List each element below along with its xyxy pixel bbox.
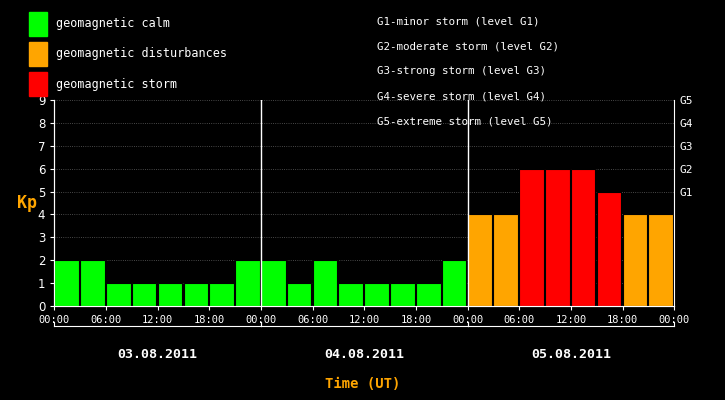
Bar bbox=[648, 214, 673, 306]
Bar bbox=[80, 260, 104, 306]
Bar bbox=[545, 169, 570, 306]
Bar bbox=[132, 283, 157, 306]
Bar bbox=[468, 214, 492, 306]
Bar bbox=[571, 169, 595, 306]
Bar bbox=[494, 214, 518, 306]
Bar bbox=[210, 283, 234, 306]
Text: geomagnetic storm: geomagnetic storm bbox=[56, 78, 177, 90]
Text: 03.08.2011: 03.08.2011 bbox=[117, 348, 198, 360]
Bar bbox=[597, 192, 621, 306]
Text: geomagnetic disturbances: geomagnetic disturbances bbox=[56, 48, 227, 60]
Bar bbox=[442, 260, 466, 306]
Bar bbox=[157, 283, 182, 306]
Text: geomagnetic calm: geomagnetic calm bbox=[56, 18, 170, 30]
Bar bbox=[235, 260, 260, 306]
Text: Time (UT): Time (UT) bbox=[325, 377, 400, 391]
Bar bbox=[287, 283, 311, 306]
Text: G3-strong storm (level G3): G3-strong storm (level G3) bbox=[377, 66, 546, 76]
Bar bbox=[183, 283, 208, 306]
Text: G5-extreme storm (level G5): G5-extreme storm (level G5) bbox=[377, 117, 552, 127]
Text: 04.08.2011: 04.08.2011 bbox=[324, 348, 405, 360]
Y-axis label: Kp: Kp bbox=[17, 194, 37, 212]
Bar bbox=[339, 283, 363, 306]
Bar bbox=[364, 283, 389, 306]
Bar bbox=[390, 283, 415, 306]
Bar bbox=[54, 260, 79, 306]
Bar bbox=[623, 214, 647, 306]
Text: 05.08.2011: 05.08.2011 bbox=[531, 348, 611, 360]
Bar bbox=[519, 169, 544, 306]
Bar bbox=[416, 283, 441, 306]
Bar bbox=[106, 283, 130, 306]
Bar bbox=[312, 260, 337, 306]
Text: G2-moderate storm (level G2): G2-moderate storm (level G2) bbox=[377, 41, 559, 51]
Text: G4-severe storm (level G4): G4-severe storm (level G4) bbox=[377, 92, 546, 102]
Text: G1-minor storm (level G1): G1-minor storm (level G1) bbox=[377, 16, 539, 26]
Bar bbox=[261, 260, 286, 306]
